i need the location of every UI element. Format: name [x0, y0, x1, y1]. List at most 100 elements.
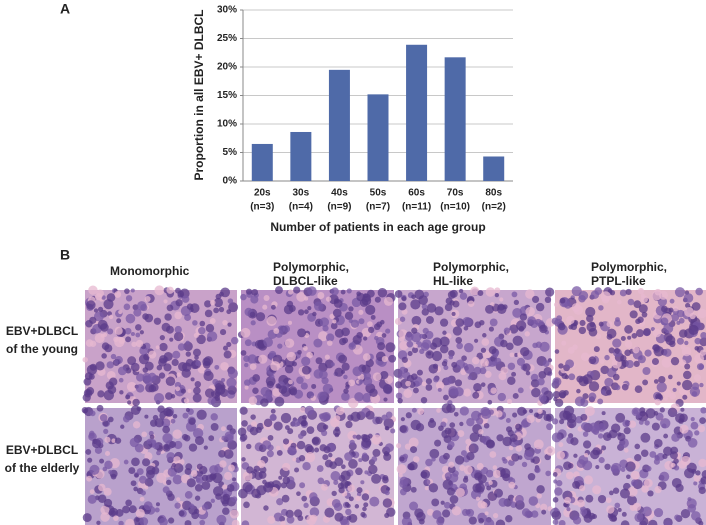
- cell-nucleus: [277, 325, 286, 333]
- cell-nucleus: [410, 446, 418, 454]
- cell-nucleus: [590, 449, 600, 460]
- cell-nucleus: [154, 285, 165, 296]
- cell-nucleus: [396, 464, 407, 475]
- cell-nucleus: [149, 434, 155, 440]
- cell-nucleus: [651, 357, 659, 366]
- cell-nucleus: [296, 440, 306, 450]
- cell-nucleus: [489, 318, 498, 327]
- cell-nucleus: [619, 488, 631, 499]
- cell-nucleus: [439, 344, 449, 354]
- cell-nucleus: [304, 296, 309, 301]
- cell-nucleus: [245, 288, 253, 295]
- cell-nucleus: [204, 309, 213, 318]
- cell-nucleus: [371, 434, 382, 445]
- cell-nucleus: [663, 348, 672, 357]
- cell-nucleus: [659, 290, 668, 300]
- y-tick-label: 20%: [217, 62, 237, 73]
- cell-nucleus: [443, 452, 450, 460]
- cell-nucleus: [400, 417, 405, 422]
- cell-nucleus: [694, 430, 700, 436]
- cell-nucleus: [621, 383, 629, 391]
- cell-nucleus: [346, 481, 351, 487]
- cell-nucleus: [485, 304, 494, 314]
- cell-nucleus: [131, 457, 140, 467]
- cell-nucleus: [291, 361, 297, 367]
- cell-nucleus: [631, 333, 638, 339]
- cell-nucleus: [250, 295, 259, 304]
- cell-nucleus: [221, 377, 226, 383]
- cell-nucleus: [355, 467, 363, 476]
- cell-nucleus: [698, 364, 705, 370]
- cell-nucleus: [422, 327, 429, 334]
- cell-nucleus: [686, 498, 697, 509]
- cell-nucleus: [169, 337, 174, 342]
- cell-nucleus: [273, 512, 283, 522]
- cell-nucleus: [241, 420, 248, 427]
- cell-nucleus: [446, 403, 456, 414]
- cell-nucleus: [463, 325, 469, 331]
- cell-nucleus: [187, 388, 192, 394]
- cell-nucleus: [208, 435, 215, 442]
- cell-nucleus: [494, 357, 502, 365]
- cell-nucleus: [524, 331, 530, 337]
- cell-nucleus: [144, 296, 151, 302]
- cell-nucleus: [535, 302, 545, 312]
- cell-nucleus: [103, 428, 109, 434]
- cell-nucleus: [411, 294, 416, 300]
- cell-nucleus: [698, 458, 706, 468]
- cell-nucleus: [683, 293, 694, 303]
- cell-nucleus: [488, 346, 497, 355]
- cell-nucleus: [282, 438, 290, 445]
- cell-nucleus: [627, 335, 632, 340]
- cell-nucleus: [384, 490, 390, 496]
- cell-nucleus: [210, 498, 215, 504]
- cell-nucleus: [220, 426, 226, 432]
- cell-nucleus: [573, 453, 578, 458]
- cell-nucleus: [154, 507, 160, 513]
- cell-nucleus: [425, 378, 433, 385]
- cell-nucleus: [227, 368, 238, 379]
- cell-nucleus: [438, 425, 444, 431]
- cell-nucleus: [192, 348, 201, 357]
- cell-nucleus: [254, 339, 264, 349]
- cell-nucleus: [421, 381, 427, 387]
- cell-nucleus: [374, 296, 381, 303]
- cell-nucleus: [172, 429, 183, 439]
- cell-nucleus: [478, 429, 484, 435]
- cell-nucleus: [103, 487, 112, 496]
- cell-nucleus: [663, 323, 674, 334]
- cell-nucleus: [509, 324, 519, 334]
- cell-nucleus: [680, 455, 691, 466]
- cell-nucleus: [89, 340, 97, 347]
- cell-nucleus: [222, 493, 231, 502]
- cell-nucleus: [249, 311, 256, 318]
- cell-nucleus: [364, 470, 369, 475]
- cell-nucleus: [443, 377, 452, 386]
- cell-nucleus: [390, 428, 396, 434]
- cell-nucleus: [653, 346, 664, 357]
- cell-nucleus: [219, 328, 227, 336]
- cell-nucleus: [205, 324, 215, 333]
- cell-nucleus: [588, 392, 597, 401]
- cell-nucleus: [322, 325, 329, 332]
- cell-nucleus: [183, 341, 193, 352]
- cell-nucleus: [189, 503, 195, 509]
- cell-nucleus: [347, 484, 356, 493]
- cell-nucleus: [341, 464, 346, 469]
- cell-nucleus: [363, 372, 372, 380]
- cell-nucleus: [341, 392, 350, 401]
- histology-image: [237, 286, 397, 409]
- cell-nucleus: [277, 343, 283, 349]
- cell-nucleus: [483, 422, 490, 429]
- cell-nucleus: [381, 355, 388, 363]
- cell-nucleus: [124, 327, 132, 335]
- cell-nucleus: [690, 417, 695, 422]
- x-tick-label: 30s: [293, 188, 310, 199]
- cell-nucleus: [668, 374, 673, 380]
- cell-nucleus: [484, 518, 495, 525]
- cell-nucleus: [228, 464, 235, 472]
- cell-nucleus: [358, 318, 365, 325]
- cell-nucleus: [98, 483, 106, 492]
- cell-nucleus: [226, 484, 235, 492]
- cell-nucleus: [399, 456, 405, 462]
